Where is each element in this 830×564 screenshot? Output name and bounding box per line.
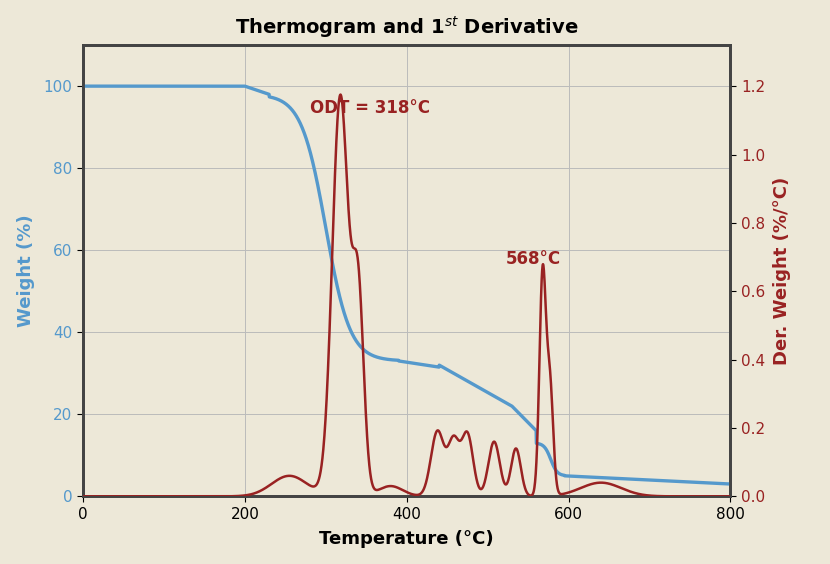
Y-axis label: Weight (%): Weight (%) bbox=[17, 214, 36, 327]
X-axis label: Temperature (°C): Temperature (°C) bbox=[320, 530, 494, 548]
Title: Thermogram and 1$^{st}$ Derivative: Thermogram and 1$^{st}$ Derivative bbox=[235, 14, 579, 40]
Text: 568°C: 568°C bbox=[505, 250, 560, 268]
Y-axis label: Der. Weight (%/°C): Der. Weight (%/°C) bbox=[774, 177, 791, 365]
Text: ODT = 318°C: ODT = 318°C bbox=[310, 99, 430, 117]
